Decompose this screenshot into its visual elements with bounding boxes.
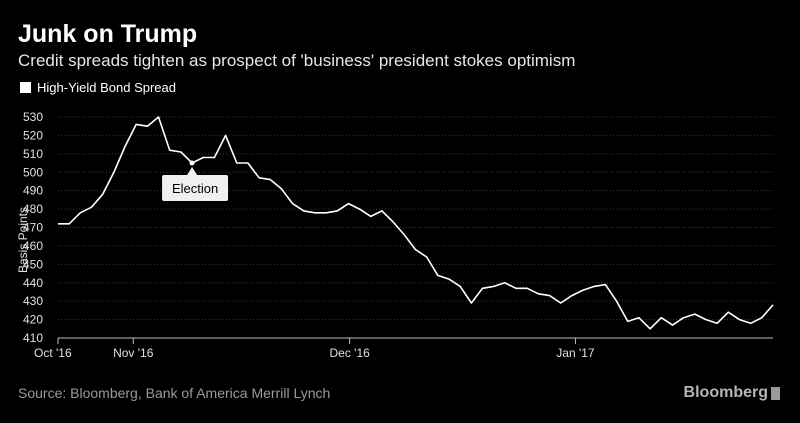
annotation-box [162, 175, 229, 202]
chart-title: Junk on Trump [18, 20, 198, 48]
x-tick-label: Dec '16 [329, 346, 370, 360]
y-tick-label: 480 [23, 202, 43, 216]
annotation-pointer [187, 167, 198, 176]
x-tick-label: Oct '16 [34, 346, 72, 360]
legend: High-Yield Bond Spread [20, 80, 176, 95]
y-tick-label: 530 [23, 110, 43, 124]
chart-subtitle: Credit spreads tighten as prospect of 'b… [18, 51, 576, 70]
election-point [189, 160, 195, 166]
source-note: Source: Bloomberg, Bank of America Merri… [18, 385, 331, 401]
y-tick-label: 430 [23, 294, 43, 308]
y-tick-label: 450 [23, 257, 43, 271]
annotation-label: Election [172, 181, 218, 196]
y-tick-label: 470 [23, 221, 43, 235]
series-line-high-yield [58, 116, 774, 330]
y-axis-label: Basis Points [16, 207, 30, 273]
y-tick-label: 460 [23, 239, 43, 253]
brand-name: Bloomberg [683, 384, 768, 401]
x-tick-label: Jan '17 [556, 346, 595, 360]
legend-swatch [20, 82, 31, 93]
brand-mark-icon [771, 386, 780, 400]
y-tick-label: 510 [23, 147, 43, 161]
y-tick-label: 420 [23, 313, 43, 327]
y-tick-label: 490 [23, 184, 43, 198]
legend-label: High-Yield Bond Spread [37, 80, 176, 95]
y-tick-label: 440 [23, 276, 43, 290]
y-tick-label: 410 [23, 331, 43, 345]
x-tick-label: Nov '16 [113, 346, 154, 360]
brand-logo: Bloomberg [684, 384, 780, 402]
y-tick-label: 520 [23, 128, 43, 142]
y-tick-label: 500 [23, 165, 43, 179]
